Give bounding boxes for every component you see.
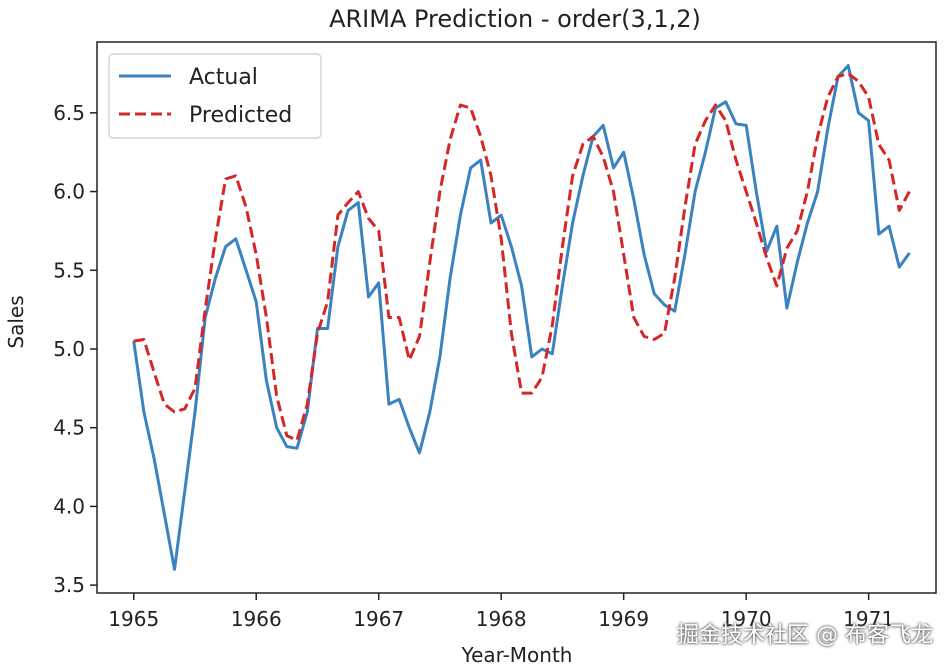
- x-tick-label-1969: 1969: [598, 607, 649, 631]
- y-tick-label-4: 4.0: [53, 494, 85, 518]
- y-tick-label-6: 6.0: [53, 180, 85, 204]
- legend-label-actual: Actual: [189, 65, 258, 90]
- x-tick-label-1971: 1971: [843, 607, 894, 631]
- legend: Actual Predicted: [108, 53, 322, 139]
- plot-area: [132, 64, 911, 571]
- y-tick-label-4.5: 4.5: [53, 416, 85, 440]
- y-tick-label-6.5: 6.5: [53, 101, 85, 125]
- y-axis-label: Sales: [4, 295, 28, 348]
- chart-title: ARIMA Prediction - order(3,1,2): [329, 5, 701, 33]
- y-tick-label-5.5: 5.5: [53, 258, 85, 282]
- x-axis-label: Year-Month: [461, 643, 573, 667]
- plot-frame: [96, 41, 937, 594]
- x-tick-label-1968: 1968: [476, 607, 527, 631]
- series-line-predicted: [133, 72, 911, 442]
- legend-label-predicted: Predicted: [189, 103, 292, 128]
- y-tick-label-5: 5.0: [53, 337, 85, 361]
- y-tick-label-3.5: 3.5: [53, 573, 85, 597]
- x-tick-label-1967: 1967: [353, 607, 404, 631]
- x-tick-label-1965: 1965: [108, 607, 159, 631]
- x-tick-label-1966: 1966: [231, 607, 282, 631]
- series-line-actual: [132, 64, 911, 571]
- watermark: 掘金技术社区 @ 布客飞龙: [677, 623, 933, 648]
- x-tick-label-1970: 1970: [721, 607, 772, 631]
- axes: 1965 1966 1967 1968 1969 1970 1971 3.5 4.0 4.5 5.0…: [53, 41, 937, 631]
